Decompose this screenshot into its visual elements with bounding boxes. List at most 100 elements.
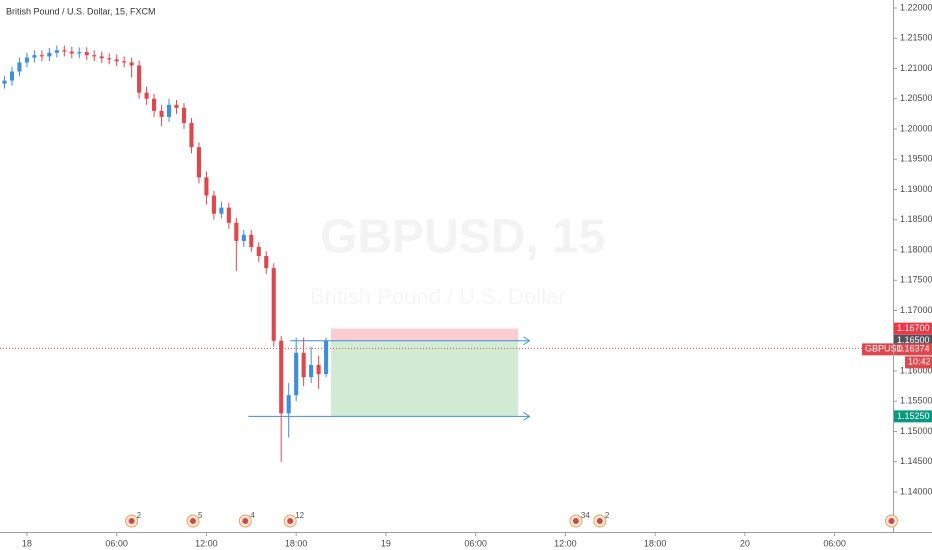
candle-body [9, 71, 15, 81]
x-tick-label: 12:00 [554, 538, 577, 548]
candle-body [204, 177, 209, 196]
current-label: 1.16374 [897, 344, 930, 354]
candle-body [114, 59, 119, 62]
y-tick-label: 1.14000 [900, 486, 932, 496]
y-tick-label: 1.21000 [900, 63, 932, 73]
event-icon-inner [287, 518, 294, 524]
candle-body [181, 107, 187, 123]
y-tick-label: 1.15500 [900, 396, 932, 406]
x-tick-label: 06:00 [823, 538, 846, 548]
stop-zone [331, 328, 519, 341]
candle-body [84, 52, 89, 56]
candle-body [301, 352, 306, 378]
candle-body [174, 104, 179, 108]
stop-label-box [894, 322, 932, 335]
candle-body [99, 56, 104, 59]
y-tick-label: 1.14500 [900, 456, 932, 466]
candle-body [77, 52, 82, 54]
event-count: 4 [250, 511, 255, 520]
watermark: GBPUSD, 15 [320, 211, 605, 264]
candle-body [234, 222, 239, 241]
candle-body [129, 62, 134, 66]
event-icon-inner [242, 518, 249, 524]
candle-body [271, 268, 276, 341]
candle-body [256, 246, 261, 257]
candle-body [219, 207, 224, 214]
event-icon-inner [572, 518, 579, 524]
candle-body [62, 50, 67, 52]
candle-body [137, 65, 142, 93]
current-label-box [894, 343, 932, 356]
candle-body [2, 80, 7, 84]
candle-body [189, 122, 194, 148]
entry-line-head [523, 336, 531, 346]
x-tick-label: 18:00 [644, 538, 667, 548]
candle-body [54, 50, 59, 53]
event-icon-inner [596, 518, 603, 524]
event-icon-inner [888, 518, 895, 524]
target-line-head [523, 411, 531, 421]
y-tick-label: 1.20000 [900, 123, 932, 133]
event-count: 2 [137, 511, 142, 520]
event-icon-inner [128, 518, 135, 524]
y-tick-label: 1.17000 [900, 305, 932, 315]
candle-body [47, 52, 52, 57]
y-tick-label: 1.16000 [900, 365, 932, 375]
candle-body [166, 104, 172, 117]
x-tick-label: 06:00 [464, 538, 487, 548]
candle-body [211, 195, 216, 214]
candle-body [39, 55, 44, 57]
y-tick-label: 1.22000 [900, 2, 932, 12]
y-tick-label: 1.19500 [900, 154, 932, 164]
current-name: GBPUSD [865, 344, 904, 354]
candle-body [107, 58, 112, 60]
candle-body [69, 51, 74, 54]
target-label: 1.15250 [897, 411, 930, 421]
y-tick-label: 1.20500 [900, 93, 932, 103]
candle-body [17, 62, 22, 72]
target-zone [331, 340, 519, 417]
x-tick-label: 18 [22, 538, 32, 548]
candle-body [294, 352, 299, 396]
event-count: 2 [605, 511, 610, 520]
entry-label: 1.16500 [897, 335, 930, 345]
x-tick-label: 18:00 [285, 538, 308, 548]
candle-body [152, 98, 157, 111]
y-tick-label: 1.15000 [900, 426, 932, 436]
y-tick-label: 1.19000 [900, 184, 932, 194]
candle-body [264, 256, 269, 269]
chart-title: British Pound / U.S. Dollar, 15, FXCM [6, 6, 156, 16]
watermark-subtitle: British Pound / U.S. Dollar [310, 284, 566, 309]
x-tick-label: 20 [740, 538, 750, 548]
x-tick-label: 06:00 [105, 538, 128, 548]
countdown: 10:42 [908, 357, 931, 367]
candle-body [286, 395, 291, 414]
candle-body [92, 55, 97, 57]
y-tick-label: 1.17500 [900, 275, 932, 285]
candle-body [316, 364, 321, 375]
event-count: 12 [295, 511, 304, 520]
stop-label: 1.16700 [897, 323, 930, 333]
candle-body [32, 55, 37, 58]
candle-body [324, 340, 329, 375]
candle-body [196, 147, 201, 178]
y-tick-label: 1.18000 [900, 244, 932, 254]
countdown-box [905, 356, 932, 369]
event-icon-inner [189, 518, 196, 524]
candle-body [241, 234, 246, 241]
x-tick-label: 19 [381, 538, 391, 548]
event-count: 5 [198, 511, 203, 520]
candle-body [122, 61, 127, 63]
candle-body [309, 364, 314, 378]
candle-body [226, 207, 231, 223]
candle-body [24, 57, 29, 63]
y-tick-label: 1.21500 [900, 33, 932, 43]
candle-body [144, 92, 149, 99]
x-tick-label: 12:00 [195, 538, 218, 548]
event-count: 34 [581, 511, 590, 520]
candle-body [249, 234, 254, 247]
y-tick-label: 1.18500 [900, 214, 932, 224]
candle-body [279, 340, 284, 414]
